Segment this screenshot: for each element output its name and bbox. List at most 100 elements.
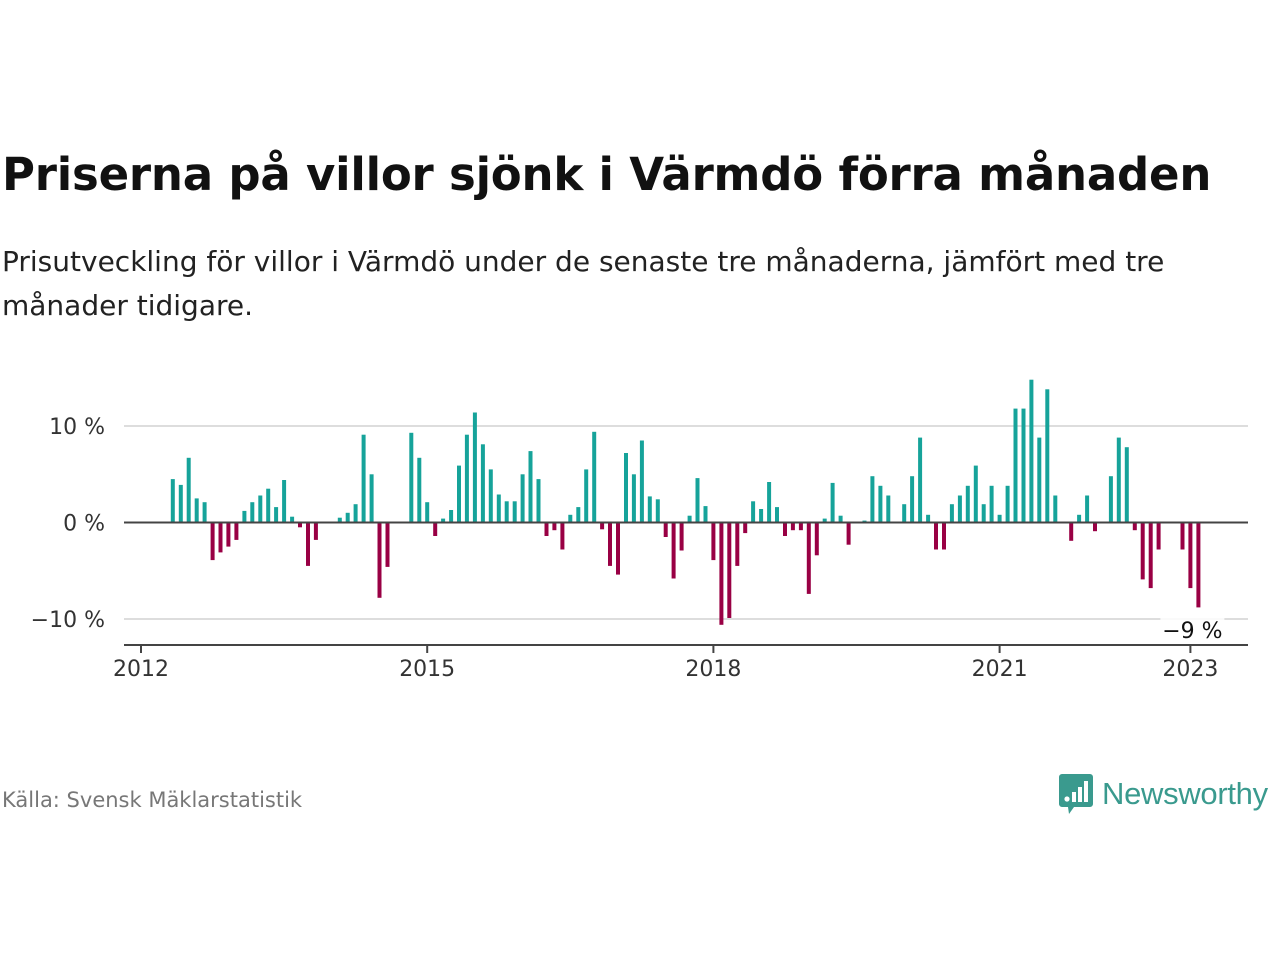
bar — [425, 502, 430, 523]
bar — [1021, 408, 1026, 523]
bar — [806, 522, 811, 594]
bar — [997, 514, 1002, 523]
bar-chart-speech-bubble-icon — [1059, 774, 1093, 814]
bar — [457, 465, 461, 523]
bar — [226, 522, 231, 547]
bar — [472, 412, 477, 523]
bar — [934, 522, 938, 550]
bar — [377, 522, 382, 598]
bar — [655, 499, 660, 523]
bar — [1156, 522, 1161, 550]
bar — [878, 485, 883, 523]
chart-subtitle: Prisutveckling för villor i Värmdö under… — [2, 245, 1165, 322]
bar — [385, 522, 390, 567]
bar — [337, 517, 342, 523]
bar — [449, 510, 454, 523]
newsworthy-logo[interactable]: Newsworthy — [1058, 772, 1268, 816]
x-tick-label: 2018 — [685, 657, 741, 682]
bar — [433, 522, 438, 536]
bar — [234, 522, 239, 540]
bar — [560, 522, 565, 550]
bar — [1180, 522, 1185, 550]
bar — [759, 509, 764, 523]
bar — [687, 515, 692, 523]
bar — [1013, 408, 1018, 523]
bar — [409, 432, 414, 523]
bar — [631, 474, 636, 523]
bar — [1116, 437, 1121, 523]
bar — [441, 518, 446, 523]
bar — [568, 514, 573, 523]
bar — [345, 512, 350, 523]
bar — [242, 510, 247, 523]
bar — [647, 496, 652, 523]
bar — [592, 431, 597, 523]
bar — [886, 495, 891, 523]
bar — [965, 485, 970, 523]
bar — [918, 437, 923, 523]
bar — [783, 522, 787, 536]
bar — [306, 522, 310, 566]
bar — [488, 469, 493, 523]
bar — [1140, 522, 1145, 580]
bar — [266, 488, 271, 523]
bar — [361, 434, 366, 523]
bar — [210, 522, 215, 561]
bar — [282, 480, 287, 523]
bar — [353, 504, 358, 523]
bar — [1124, 447, 1129, 523]
bar — [552, 522, 557, 531]
bar — [981, 504, 986, 523]
bar — [639, 440, 644, 523]
y-axis-labels: 10 % 0 % −10 % — [31, 415, 105, 633]
bar — [1053, 495, 1058, 523]
bar — [1077, 514, 1082, 523]
bar — [258, 495, 263, 523]
bar — [290, 516, 295, 523]
source-note: Källa: Svensk Mäklarstatistik — [2, 788, 303, 812]
x-tick-label: 2021 — [972, 657, 1028, 682]
bars — [124, 379, 1248, 625]
bar — [1029, 379, 1034, 523]
chart-title: Priserna på villor sjönk i Värmdö förra … — [2, 148, 1212, 201]
bar — [751, 501, 756, 523]
bar — [178, 484, 183, 523]
bar — [369, 474, 374, 523]
bar — [1093, 522, 1097, 532]
bar — [926, 514, 931, 523]
bar — [870, 476, 875, 523]
gridlines — [124, 425, 1248, 620]
bar — [544, 522, 549, 536]
bar — [735, 522, 740, 566]
bar — [910, 476, 915, 523]
y-tick-label: 10 % — [49, 415, 105, 440]
bar — [957, 495, 962, 523]
bar — [822, 518, 827, 523]
bar — [170, 479, 175, 523]
bar — [719, 522, 724, 625]
bar — [679, 522, 684, 551]
bar — [1005, 485, 1010, 523]
bar — [1148, 522, 1153, 589]
bar — [663, 522, 668, 537]
bar — [520, 474, 525, 523]
bar — [600, 522, 605, 530]
bar — [480, 444, 485, 523]
bar — [949, 504, 954, 523]
x-tick-label: 2023 — [1162, 657, 1218, 682]
bar — [496, 494, 501, 523]
x-tick-label: 2012 — [113, 657, 169, 682]
annotations: −9 % — [1160, 615, 1225, 644]
bar — [616, 522, 620, 575]
bar — [727, 522, 732, 618]
bar — [830, 482, 835, 523]
bar — [624, 453, 628, 523]
bar — [1069, 522, 1074, 541]
bar — [250, 502, 255, 523]
bar — [775, 507, 779, 523]
bar — [671, 522, 676, 579]
bar — [798, 522, 803, 531]
bar — [703, 506, 708, 523]
bar — [584, 469, 589, 523]
bar — [512, 501, 517, 523]
